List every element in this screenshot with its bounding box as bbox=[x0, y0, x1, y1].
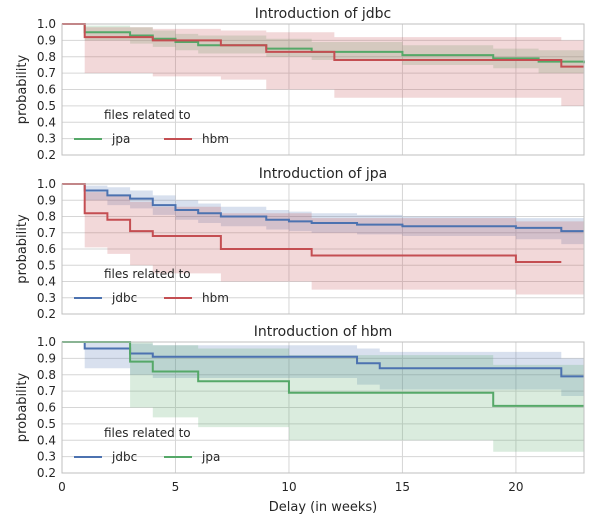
y-tick-label: 0.4 bbox=[37, 433, 56, 447]
subplot-1: 0.2 0.3 0.4 0.5 0.6 0.7 0.8 0.9 1.0 Introduction … bbox=[15, 6, 585, 162]
y-tick-label: 0.2 bbox=[37, 148, 56, 162]
y-tick-label: 0.3 bbox=[37, 132, 56, 146]
confidence-band-jpa bbox=[62, 24, 584, 75]
y-tick-label: 0.3 bbox=[37, 450, 56, 464]
y-tick-label: 0.8 bbox=[37, 368, 56, 382]
y-tick-label: 0.5 bbox=[37, 99, 56, 113]
legend-label-jdbc: jdbc bbox=[111, 291, 137, 305]
legend-label-jdbc: jdbc bbox=[111, 450, 137, 464]
y-tick-label: 0.4 bbox=[37, 275, 56, 289]
y-tick-label: 0.6 bbox=[37, 242, 56, 256]
confidence-band-jdbc bbox=[62, 184, 584, 245]
x-tick-label: 0 bbox=[58, 480, 66, 494]
y-tick-label: 0.4 bbox=[37, 115, 56, 129]
legend-label-hbm: hbm bbox=[202, 291, 229, 305]
series-line-hbm bbox=[62, 183, 562, 263]
y-axis-label: probability bbox=[15, 214, 30, 284]
y-tick-label: 0.9 bbox=[37, 33, 56, 47]
y-tick-label: 0.5 bbox=[37, 417, 56, 431]
confidence-band-hbm bbox=[62, 24, 584, 106]
series-line-jpa bbox=[62, 341, 584, 407]
y-axis-label: probability bbox=[15, 373, 30, 443]
confidence-band-hbm bbox=[62, 184, 584, 295]
y-tick-label: 0.2 bbox=[37, 466, 56, 480]
y-tick-label: 0.7 bbox=[37, 384, 56, 398]
y-tick-label: 0.6 bbox=[37, 401, 56, 415]
y-tick-label: 1.0 bbox=[37, 335, 56, 349]
x-tick-label: 20 bbox=[508, 480, 523, 494]
legend-title: files related to bbox=[104, 267, 191, 281]
x-axis-label: Delay (in weeks) bbox=[269, 500, 377, 515]
y-tick-label: 0.9 bbox=[37, 351, 56, 365]
y-tick-label: 0.2 bbox=[37, 307, 56, 321]
confidence-band-jdbc bbox=[62, 342, 584, 397]
subplot-title: Introduction of jdbc bbox=[255, 6, 392, 22]
x-tick-label: 5 bbox=[172, 480, 180, 494]
y-axis-label: probability bbox=[15, 55, 30, 125]
subplot-2: 0.2 0.3 0.4 0.5 0.6 0.7 0.8 0.9 1.0 Introduction … bbox=[15, 166, 585, 321]
y-tick-label: 0.9 bbox=[37, 193, 56, 207]
series-line-jdbc bbox=[62, 183, 584, 233]
series-line-jdbc bbox=[62, 341, 584, 378]
y-tick-label: 0.5 bbox=[37, 258, 56, 272]
confidence-band-jpa bbox=[62, 342, 584, 452]
y-tick-label: 0.8 bbox=[37, 50, 56, 64]
legend-title: files related to bbox=[104, 108, 191, 122]
legend-label-hbm: hbm bbox=[202, 132, 229, 146]
legend-title: files related to bbox=[104, 426, 191, 440]
subplot-title: Introduction of hbm bbox=[254, 324, 393, 340]
y-tick-label: 1.0 bbox=[37, 17, 56, 31]
y-tick-label: 0.6 bbox=[37, 83, 56, 97]
plot-frame bbox=[61, 23, 585, 156]
legend-label-jpa: jpa bbox=[201, 450, 220, 464]
y-tick-label: 0.8 bbox=[37, 210, 56, 224]
y-tick-label: 0.7 bbox=[37, 226, 56, 240]
x-tick-label: 15 bbox=[395, 480, 410, 494]
plot-frame bbox=[61, 341, 585, 474]
plot-frame bbox=[61, 183, 585, 315]
legend-label-jpa: jpa bbox=[111, 132, 130, 146]
x-tick-label: 10 bbox=[281, 480, 296, 494]
series-line-hbm bbox=[62, 23, 584, 68]
subplot-title: Introduction of jpa bbox=[259, 166, 388, 182]
y-tick-label: 0.7 bbox=[37, 66, 56, 80]
y-tick-label: 1.0 bbox=[37, 177, 56, 191]
subplot-3: 0.2 0.3 0.4 0.5 0.6 0.7 0.8 0.9 1.0 Introduction … bbox=[15, 324, 585, 515]
y-tick-label: 0.3 bbox=[37, 291, 56, 305]
